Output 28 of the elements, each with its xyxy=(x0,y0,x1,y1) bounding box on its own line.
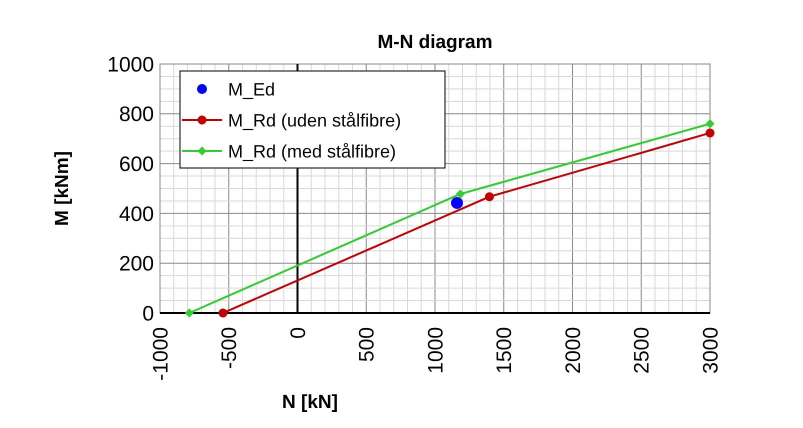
point xyxy=(218,308,228,318)
legend-label: M_Rd (uden stålfibre) xyxy=(228,110,402,130)
y-tick-label: 600 xyxy=(118,152,154,176)
y-tick-label: 1000 xyxy=(107,53,154,76)
point xyxy=(451,196,463,209)
x-tick-label: 1000 xyxy=(424,327,448,374)
x-tick-label: 3000 xyxy=(699,327,722,374)
legend-label: M_Rd (med stålfibre) xyxy=(228,141,396,162)
x-tick-label: 0 xyxy=(286,327,310,339)
x-tick-label: -1000 xyxy=(149,327,172,381)
point xyxy=(706,128,714,138)
chart-title: M-N diagram xyxy=(377,32,493,53)
x-tick-label: 2500 xyxy=(630,327,654,374)
y-tick-label: 800 xyxy=(118,103,154,126)
x-tick-label: 2000 xyxy=(562,327,585,374)
x-tick-label: 1500 xyxy=(493,327,516,374)
y-tick-label: 0 xyxy=(142,302,154,326)
x-tick-label: -500 xyxy=(218,327,242,370)
x-axis-title: N [kN] xyxy=(282,392,338,413)
point xyxy=(184,308,194,318)
legend-label: M_Ed xyxy=(228,79,276,100)
y-tick-label: 400 xyxy=(118,202,154,226)
y-axis-title: M [kNm] xyxy=(52,151,73,226)
point xyxy=(456,189,465,198)
point xyxy=(484,192,494,202)
y-tick-label: 200 xyxy=(118,252,154,276)
point xyxy=(706,119,714,128)
x-tick-label: 500 xyxy=(356,327,379,362)
